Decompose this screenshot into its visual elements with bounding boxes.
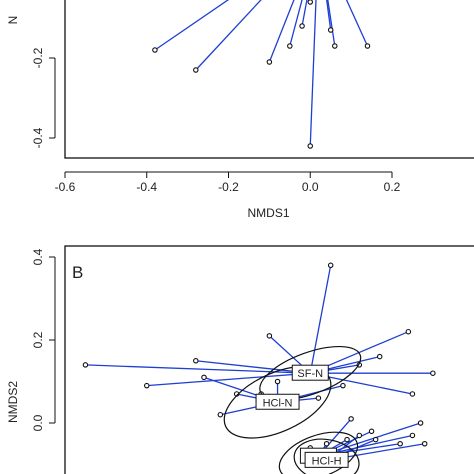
site-point [344,436,350,443]
plot-frame [64,245,474,474]
spider-line [309,0,317,147]
site-point [348,416,354,422]
dispersion-ellipse [278,431,359,474]
y-axis-title: NMDS2 [6,381,20,423]
site-point [315,395,322,401]
site-point [193,357,199,364]
site-point [409,432,416,439]
panel-1: -0.4 -0.2 N -0.6 -0.4 -0.2 0.0 0.2 NMDS1 High [6,0,474,220]
spider-line [146,372,311,387]
site-point [409,391,416,397]
spider-line [309,265,332,374]
y-tick-label: 0.2 [31,331,45,348]
site-point [323,440,330,447]
site-point [266,59,273,65]
site-point [368,428,375,435]
spider-line [345,0,369,47]
group-label-box [255,393,300,410]
spider-line [327,0,336,47]
site-point [430,370,436,376]
site-point [193,67,199,73]
spider-line [268,0,295,63]
site-point [340,382,346,389]
site-point [274,378,281,385]
site-point [82,362,89,368]
site-point [372,436,379,443]
site-point [144,382,150,389]
group-label: SF-N [297,368,323,380]
plot-frame [64,0,474,159]
group-label-box [304,451,349,468]
group-label-box [291,364,329,381]
group-high [152,0,371,149]
spider-line [289,0,303,47]
spider-line [301,0,308,27]
panel-label: B [72,263,83,282]
site-point [356,432,363,439]
y-tick-label: -0.4 [31,127,45,148]
group-label: HCl-H [312,455,342,467]
plot-area: High [152,0,371,149]
y-tick-label: 0.4 [31,248,45,265]
dispersion-ellipse [223,365,332,439]
spider-line [195,0,262,71]
site-point [152,47,158,53]
site-point [217,411,224,418]
spider-line [195,360,311,374]
site-point [266,333,273,339]
y-axis-title: N [6,16,20,25]
site-point [307,143,313,149]
site-point [307,0,313,5]
x-axis-title: NMDS1 [247,206,289,220]
site-point [397,440,403,447]
site-point [405,328,412,335]
site-point [327,262,334,269]
x-tick-label: 0.2 [384,180,401,194]
site-point [421,440,428,447]
spider-line [154,0,230,51]
site-point [201,374,207,381]
y-tick-label: 0.0 [31,414,45,431]
group-sf-n [82,262,436,397]
x-tick-label: -0.4 [136,180,157,194]
site-point [364,43,371,49]
site-point [332,43,338,49]
x-tick-label: -0.6 [55,180,76,194]
x-tick-label: 0.0 [302,180,319,194]
site-point [299,23,305,29]
site-point [327,27,334,33]
dispersion-ellipse [259,345,362,401]
spider-line [85,364,311,374]
site-point [376,353,383,360]
y-tick-label: -0.2 [31,47,45,68]
dispersion-ellipse [293,438,360,474]
site-point [417,420,424,426]
site-point [287,43,293,49]
group-label: HCl-N [263,397,293,409]
x-tick-label: -0.2 [218,180,239,194]
spider-line [326,0,332,31]
